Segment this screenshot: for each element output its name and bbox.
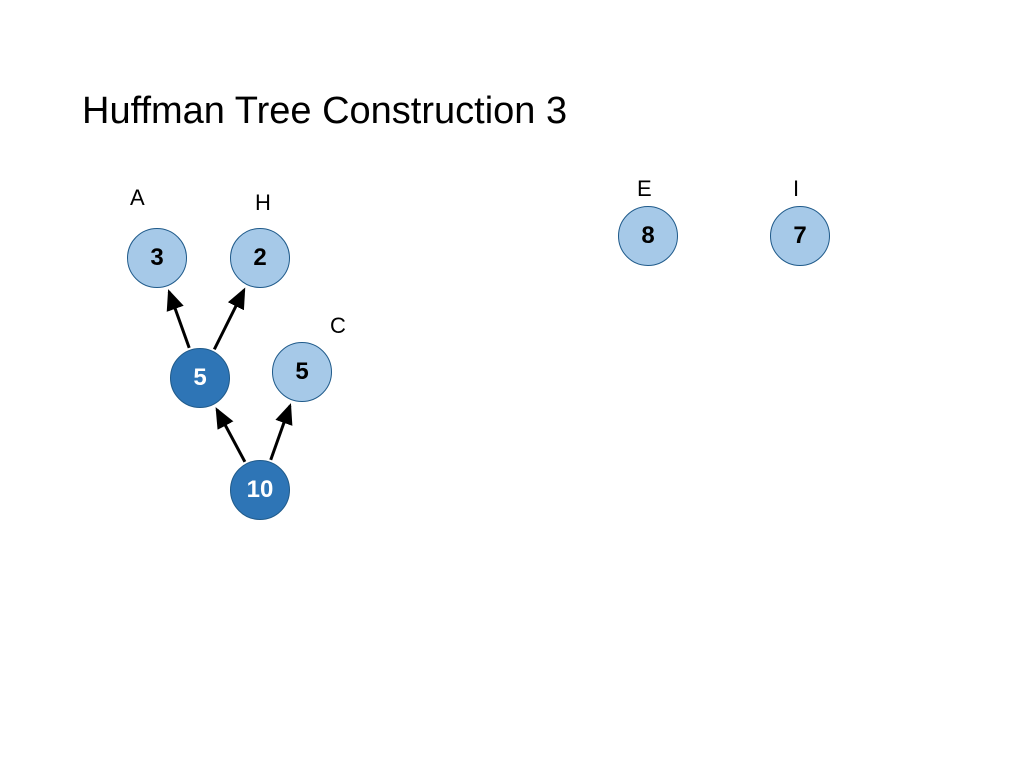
tree-edge <box>271 406 290 460</box>
tree-node-n8: 8 <box>618 206 678 266</box>
tree-node-n2: 2 <box>230 228 290 288</box>
tree-label-n7: I <box>793 176 799 202</box>
tree-node-n5a: 5 <box>170 348 230 408</box>
tree-label-n3: A <box>130 185 145 211</box>
tree-node-n10: 10 <box>230 460 290 520</box>
tree-node-n7: 7 <box>770 206 830 266</box>
tree-node-n3: 3 <box>127 228 187 288</box>
page-title: Huffman Tree Construction 3 <box>82 90 567 133</box>
tree-label-n8: E <box>637 176 652 202</box>
tree-node-n5b: 5 <box>272 342 332 402</box>
tree-edge <box>217 410 245 462</box>
tree-label-n2: H <box>255 190 271 216</box>
tree-edge <box>214 290 244 349</box>
tree-label-n5b: C <box>330 313 346 339</box>
tree-edge <box>169 292 189 348</box>
